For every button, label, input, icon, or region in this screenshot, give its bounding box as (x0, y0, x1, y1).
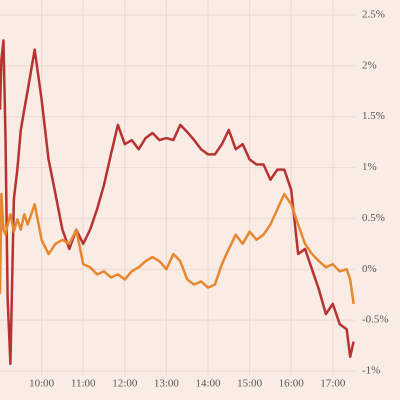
series-line (0, 192, 355, 305)
y-tick-label: 1% (362, 161, 377, 173)
x-tick-label: 14:00 (195, 378, 221, 390)
x-tick-label: 15:00 (237, 378, 263, 390)
y-tick-label: 2% (362, 59, 377, 71)
x-tick-label: 13:00 (154, 378, 180, 390)
y-tick-label: -0.5% (362, 314, 389, 326)
series-line (0, 39, 355, 366)
x-tick-label: 12:00 (112, 378, 138, 390)
x-tick-label: 16:00 (279, 378, 305, 390)
y-tick-label: 1.5% (362, 110, 385, 122)
y-tick-label: 0% (362, 263, 377, 275)
y-tick-label: 0.5% (362, 212, 385, 224)
y-tick-label: -1% (362, 365, 380, 377)
x-tick-label: 17:00 (320, 378, 346, 390)
x-tick-label: 11:00 (71, 378, 96, 390)
y-tick-label: 2.5% (362, 9, 385, 21)
x-tick-label: 10:00 (29, 378, 55, 390)
